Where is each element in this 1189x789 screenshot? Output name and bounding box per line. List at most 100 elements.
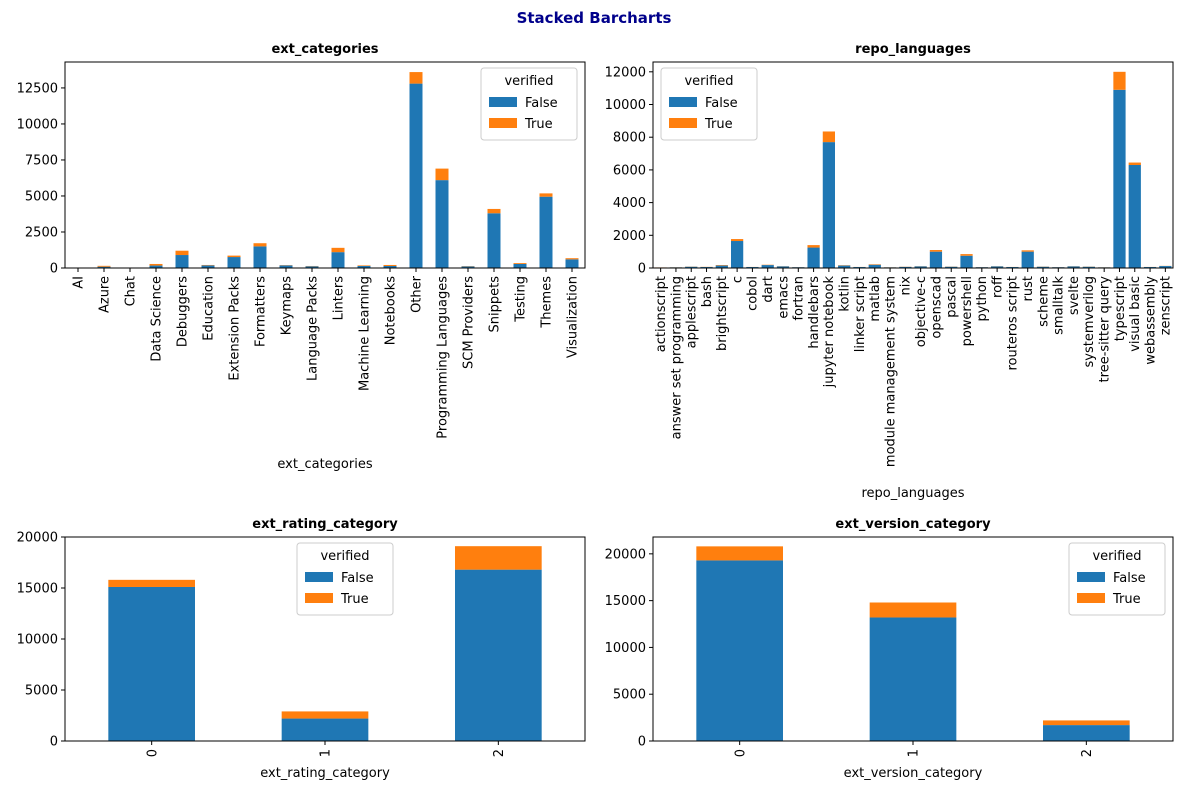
- chart-title: ext_version_category: [835, 517, 991, 532]
- x-tick-label: Education: [202, 276, 217, 341]
- x-tick-label: visual basic: [1128, 276, 1143, 352]
- legend: verified False True: [296, 542, 394, 616]
- bar-true-debuggers: [175, 250, 189, 256]
- x-tick-label: svelte: [1067, 276, 1082, 315]
- x-tick-label: roff: [990, 275, 1005, 298]
- bar-true-visual-basic: [1128, 162, 1141, 165]
- x-tick-label: 1: [907, 749, 922, 757]
- bars-ext_categories: [71, 72, 579, 268]
- bar-false-scm-providers: [461, 266, 475, 268]
- x-tick-label: module management system: [883, 276, 898, 467]
- x-tick-label: pascal: [945, 276, 960, 318]
- bar-false-handlebars: [807, 247, 820, 268]
- bar-false-language-packs: [305, 266, 319, 268]
- bar-true-programming-languages: [435, 168, 449, 181]
- bar-true-machine-learning: [357, 265, 371, 266]
- bar-false-other: [409, 83, 423, 268]
- x-tick-label: AI: [72, 276, 87, 289]
- bar-false-themes: [539, 196, 553, 268]
- bar-true-linters: [331, 247, 345, 253]
- legend-label-true: True: [704, 117, 733, 132]
- x-tick-label: scheme: [1036, 276, 1051, 327]
- x-tick-label: Language Packs: [306, 276, 321, 381]
- bar-false-roff: [991, 266, 1004, 268]
- bar-true-handlebars: [807, 245, 820, 248]
- legend-swatch-true: [669, 118, 697, 128]
- x-tick-label: objective-c: [914, 276, 929, 347]
- legend-label-false: False: [525, 96, 558, 111]
- bar-true-2: [455, 546, 542, 570]
- bar-false-notebooks: [383, 265, 397, 268]
- y-tick-label: 20000: [605, 547, 646, 562]
- y-tick-label: 20000: [17, 531, 58, 546]
- bar-false-formatters: [253, 246, 267, 268]
- x-tick-label: handlebars: [807, 276, 822, 349]
- bar-false-applescript: [685, 266, 698, 268]
- bar-false-extension-packs: [227, 257, 241, 268]
- bar-true-azure: [97, 265, 111, 267]
- x-tick-label: dart: [761, 276, 776, 303]
- bar-true-c: [731, 239, 744, 242]
- x-tick-label: Extension Packs: [228, 276, 243, 381]
- chart-title: ext_categories: [271, 42, 378, 57]
- bar-true-rust: [1021, 250, 1034, 252]
- bar-false-dart: [761, 265, 774, 268]
- y-tick-label: 10000: [605, 641, 646, 656]
- y-tick-label: 8000: [613, 131, 646, 146]
- bar-false-1: [281, 718, 369, 741]
- bar-false-brightscript: [715, 265, 728, 268]
- y-tick-label: 12500: [17, 81, 58, 96]
- chart-ext_rating_category: 0 5000 10000 15000 20000 0 1 2 ext_rating_catego…: [17, 517, 586, 781]
- x-tick-label: c: [730, 276, 745, 283]
- legend-label-false: False: [1113, 571, 1146, 586]
- legend-swatch-true: [1077, 593, 1105, 603]
- x-tick-label: jupyter notebook: [822, 276, 837, 389]
- bar-true-0: [696, 546, 783, 561]
- bar-true-formatters: [253, 243, 267, 247]
- x-tick-label: SCM Providers: [462, 276, 477, 369]
- x-tick-label: Testing: [514, 276, 529, 323]
- bars-ext_version_category: [696, 546, 1130, 741]
- bar-true-snippets: [487, 208, 501, 214]
- legend: verified False True: [1068, 542, 1166, 616]
- bar-false-0: [696, 560, 783, 741]
- legend-swatch-true: [305, 593, 333, 603]
- x-tick-label: Programming Languages: [436, 276, 451, 439]
- bars-repo_languages: [654, 71, 1172, 268]
- y-tick-label: 2000: [613, 229, 646, 244]
- y-tick-label: 10000: [17, 633, 58, 648]
- x-tick-label: systemverilog: [1082, 276, 1097, 367]
- axes-frame: [652, 61, 1174, 269]
- legend-swatch-false: [1077, 572, 1105, 582]
- x-tick-label: tree-sitter query: [1098, 276, 1113, 383]
- chart-title: repo_languages: [855, 42, 971, 57]
- x-tick-label: 0: [145, 749, 160, 757]
- y-tick-label: 0: [638, 262, 646, 277]
- legend-swatch-false: [669, 97, 697, 107]
- x-tick-label: typescript: [1113, 276, 1128, 341]
- x-tick-label: Snippets: [488, 276, 503, 333]
- bar-false-2: [455, 569, 542, 741]
- bar-false-matlab: [868, 264, 881, 268]
- x-tick-label: powershell: [960, 276, 975, 346]
- bar-false-education: [201, 265, 215, 268]
- bar-false-svelte: [1067, 266, 1080, 268]
- x-tick-label: Formatters: [254, 276, 269, 347]
- x-axis-label: ext_categories: [277, 457, 372, 472]
- bar-false-c: [731, 241, 744, 268]
- x-tick-label: smalltalk: [1052, 276, 1067, 335]
- y-tick-label: 10000: [17, 117, 58, 132]
- bar-false-snippets: [487, 213, 501, 268]
- bar-true-visualization: [565, 258, 579, 260]
- bar-false-jupyter-notebook: [822, 142, 835, 268]
- legend-title: verified: [320, 549, 369, 564]
- y-tick-label: 5000: [25, 684, 58, 699]
- bar-false-pascal: [945, 266, 958, 268]
- legend-swatch-false: [489, 97, 517, 107]
- x-tick-label: actionscript: [654, 276, 669, 352]
- legend-title: verified: [504, 74, 553, 89]
- bar-true-testing: [513, 263, 527, 264]
- y-tick-label: 2500: [25, 225, 58, 240]
